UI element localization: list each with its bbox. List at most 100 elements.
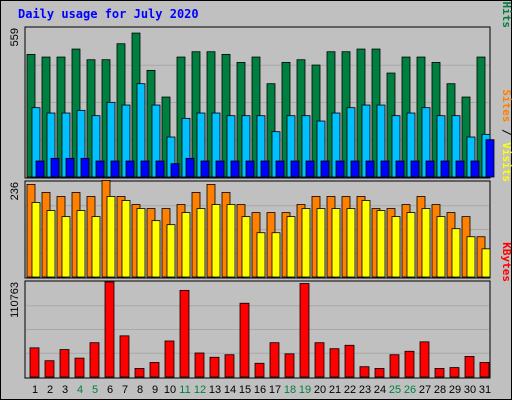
bar-sites-day-17 bbox=[271, 232, 281, 278]
bar-pages-day-14 bbox=[230, 160, 240, 178]
bar-sites-day-26 bbox=[406, 212, 416, 278]
bar-pages-day-1 bbox=[35, 160, 45, 178]
bar-kbytes-day-21 bbox=[329, 348, 340, 378]
legend-part: Hits bbox=[500, 2, 512, 29]
x-tick-label-day-14: 14 bbox=[224, 384, 236, 396]
bar-kbytes-day-7 bbox=[119, 335, 130, 378]
bar-kbytes-day-30 bbox=[464, 356, 475, 378]
panel-kbytes: 110763 KBytes bbox=[9, 242, 512, 379]
bar-pages-day-7 bbox=[125, 160, 135, 178]
bar-pages-day-23 bbox=[365, 160, 375, 178]
bar-kbytes-day-28 bbox=[434, 368, 445, 378]
legend-part: KBytes bbox=[500, 242, 512, 282]
bar-sites-day-8 bbox=[136, 208, 146, 278]
series-files bbox=[31, 83, 491, 178]
x-tick-label-day-25: 25 bbox=[389, 384, 401, 396]
legend-part: Sites bbox=[500, 89, 512, 122]
bar-sites-day-12 bbox=[196, 208, 206, 278]
series-kbytes bbox=[29, 281, 490, 378]
bar-kbytes-day-3 bbox=[59, 349, 70, 378]
x-tick-label-day-28: 28 bbox=[434, 384, 446, 396]
bar-sites-day-2 bbox=[46, 210, 56, 278]
bar-kbytes-day-13 bbox=[209, 356, 220, 378]
bar-sites-day-1 bbox=[31, 202, 41, 278]
legend-label: KBytes bbox=[500, 242, 512, 282]
bar-sites-day-30 bbox=[466, 236, 476, 278]
bar-sites-day-21 bbox=[331, 208, 341, 278]
bar-kbytes-day-17 bbox=[269, 342, 280, 378]
bar-sites-day-9 bbox=[151, 220, 161, 278]
bar-sites-day-18 bbox=[286, 216, 296, 278]
x-tick-label-day-4: 4 bbox=[77, 384, 83, 396]
bar-pages-day-15 bbox=[245, 160, 255, 178]
x-tick-label-day-1: 1 bbox=[32, 384, 38, 396]
chart-title: Daily usage for July 2020 bbox=[18, 7, 199, 21]
bar-sites-day-19 bbox=[301, 208, 311, 278]
bar-pages-day-27 bbox=[425, 160, 435, 178]
x-tick-label-day-11: 11 bbox=[179, 384, 190, 396]
bar-pages-day-31 bbox=[485, 139, 495, 178]
bar-pages-day-21 bbox=[335, 160, 345, 178]
bar-pages-day-2 bbox=[50, 157, 60, 178]
bar-pages-day-25 bbox=[395, 160, 405, 178]
bar-pages-day-29 bbox=[455, 160, 465, 178]
bar-pages-day-4 bbox=[80, 157, 90, 178]
bar-sites-day-25 bbox=[391, 216, 401, 278]
series-sites bbox=[31, 196, 491, 278]
bar-kbytes-day-15 bbox=[239, 302, 250, 378]
bar-pages-day-12 bbox=[200, 160, 210, 178]
bar-kbytes-day-4 bbox=[74, 357, 85, 378]
bar-pages-day-16 bbox=[260, 160, 270, 178]
bar-pages-day-3 bbox=[65, 157, 75, 178]
bar-pages-day-20 bbox=[320, 160, 330, 178]
bar-pages-day-9 bbox=[155, 160, 165, 178]
bar-sites-day-27 bbox=[421, 208, 431, 278]
bar-kbytes-day-2 bbox=[44, 360, 55, 378]
bar-kbytes-day-20 bbox=[314, 342, 325, 378]
bar-kbytes-day-26 bbox=[404, 350, 415, 378]
bar-sites-day-6 bbox=[106, 196, 116, 278]
x-tick-label-day-23: 23 bbox=[359, 384, 371, 396]
legend-label: Sites / Visits bbox=[500, 89, 512, 182]
x-tick-label-day-31: 31 bbox=[479, 384, 491, 396]
bar-hits-day-17 bbox=[266, 83, 276, 178]
x-tick-label-day-27: 27 bbox=[419, 384, 431, 396]
bar-sites-day-29 bbox=[451, 228, 461, 278]
x-tick-label-day-21: 21 bbox=[329, 384, 341, 396]
series-visits bbox=[26, 179, 486, 278]
x-tick-label-day-3: 3 bbox=[62, 384, 68, 396]
bar-pages-day-11 bbox=[185, 157, 195, 178]
bar-sites-day-5 bbox=[91, 216, 101, 278]
x-tick-label-day-12: 12 bbox=[194, 384, 206, 396]
panel-sites-visits: 236 Sites / Visits bbox=[9, 89, 512, 279]
bar-pages-day-30 bbox=[470, 160, 480, 178]
bar-sites-day-16 bbox=[256, 232, 266, 278]
y-max-label: 559 bbox=[9, 28, 21, 46]
series-hits bbox=[26, 32, 486, 178]
bar-sites-day-7 bbox=[121, 200, 131, 278]
bar-pages-day-19 bbox=[305, 160, 315, 178]
x-tick-label-day-9: 9 bbox=[152, 384, 158, 396]
y-max-label: 236 bbox=[9, 182, 21, 200]
x-axis-labels: 1 2 3 4 5 6 7 8 9 10 11 12 13 14 15 16 17 18 19 20 21 22 23 24 2… bbox=[32, 384, 491, 396]
series-pages bbox=[35, 139, 495, 178]
bar-hits-day-31 bbox=[476, 56, 486, 178]
bar-sites-day-20 bbox=[316, 208, 326, 278]
legend-part: / bbox=[500, 122, 512, 142]
x-tick-label-day-6: 6 bbox=[107, 384, 113, 396]
legend-part: / bbox=[500, 0, 512, 2]
bar-pages-day-6 bbox=[110, 160, 120, 178]
bar-sites-day-14 bbox=[226, 204, 236, 278]
x-tick-label-day-10: 10 bbox=[164, 384, 176, 396]
y-max-label: 110763 bbox=[9, 282, 21, 318]
bar-kbytes-day-10 bbox=[164, 340, 175, 378]
x-tick-label-day-22: 22 bbox=[344, 384, 356, 396]
bar-pages-day-5 bbox=[95, 160, 105, 178]
bar-kbytes-day-14 bbox=[224, 354, 235, 378]
bar-kbytes-day-6 bbox=[104, 281, 115, 378]
bar-sites-day-4 bbox=[76, 210, 86, 278]
bar-kbytes-day-9 bbox=[149, 362, 160, 378]
bar-kbytes-day-11 bbox=[179, 289, 190, 378]
bar-kbytes-day-22 bbox=[344, 344, 355, 378]
